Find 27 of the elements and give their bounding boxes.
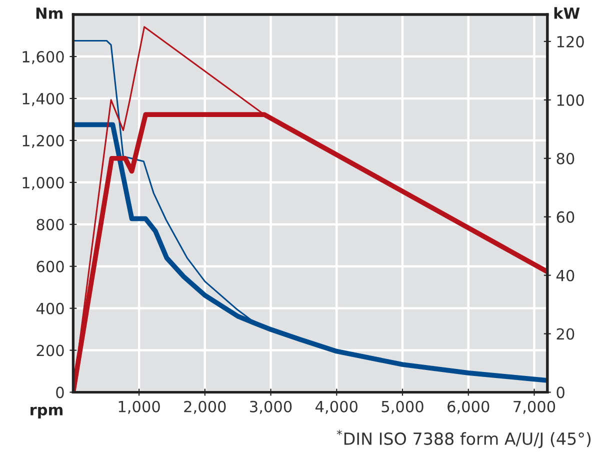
y-tick-label: 1,600 xyxy=(22,50,64,64)
y2-tick-label: 120 xyxy=(557,36,584,48)
y2-tick-label: 0 xyxy=(556,386,564,398)
y2-tick-label: 60 xyxy=(556,211,574,223)
y2-tick-label: 80 xyxy=(556,152,574,164)
y-tick-label: 800 xyxy=(36,218,64,230)
x-tick-label: 5,000 xyxy=(382,400,424,414)
x-tick-label: 2,000 xyxy=(184,400,226,414)
y-tick-label: 1,400 xyxy=(22,92,64,106)
y-tick-label: 200 xyxy=(36,344,64,356)
y-tick-label: 400 xyxy=(36,302,64,314)
x-tick-label: 6,000 xyxy=(448,400,490,414)
x-tick-label: 3,000 xyxy=(250,400,292,414)
x-tick-label: 7,000 xyxy=(514,400,556,414)
y2-tick-label: 40 xyxy=(556,270,574,282)
y-axis-title: Nm xyxy=(36,8,62,19)
y2-tick-label: 100 xyxy=(557,94,584,106)
y-tick-label: 0 xyxy=(56,386,64,398)
y2-tick-label: 20 xyxy=(556,328,574,340)
y2-axis-title: kW xyxy=(554,7,580,19)
y-tick-label: 600 xyxy=(36,260,64,272)
x-tick-label: 4,000 xyxy=(316,400,358,414)
x-tick-label: 1,000 xyxy=(118,400,160,414)
x-axis-title: rpm xyxy=(30,406,62,418)
text: $^{*}$DIN ISO 7388 form A/U/J (45°) xyxy=(336,430,591,448)
y-tick-label: 1,000 xyxy=(22,176,64,190)
y-tick-label: 1,200 xyxy=(22,134,64,148)
